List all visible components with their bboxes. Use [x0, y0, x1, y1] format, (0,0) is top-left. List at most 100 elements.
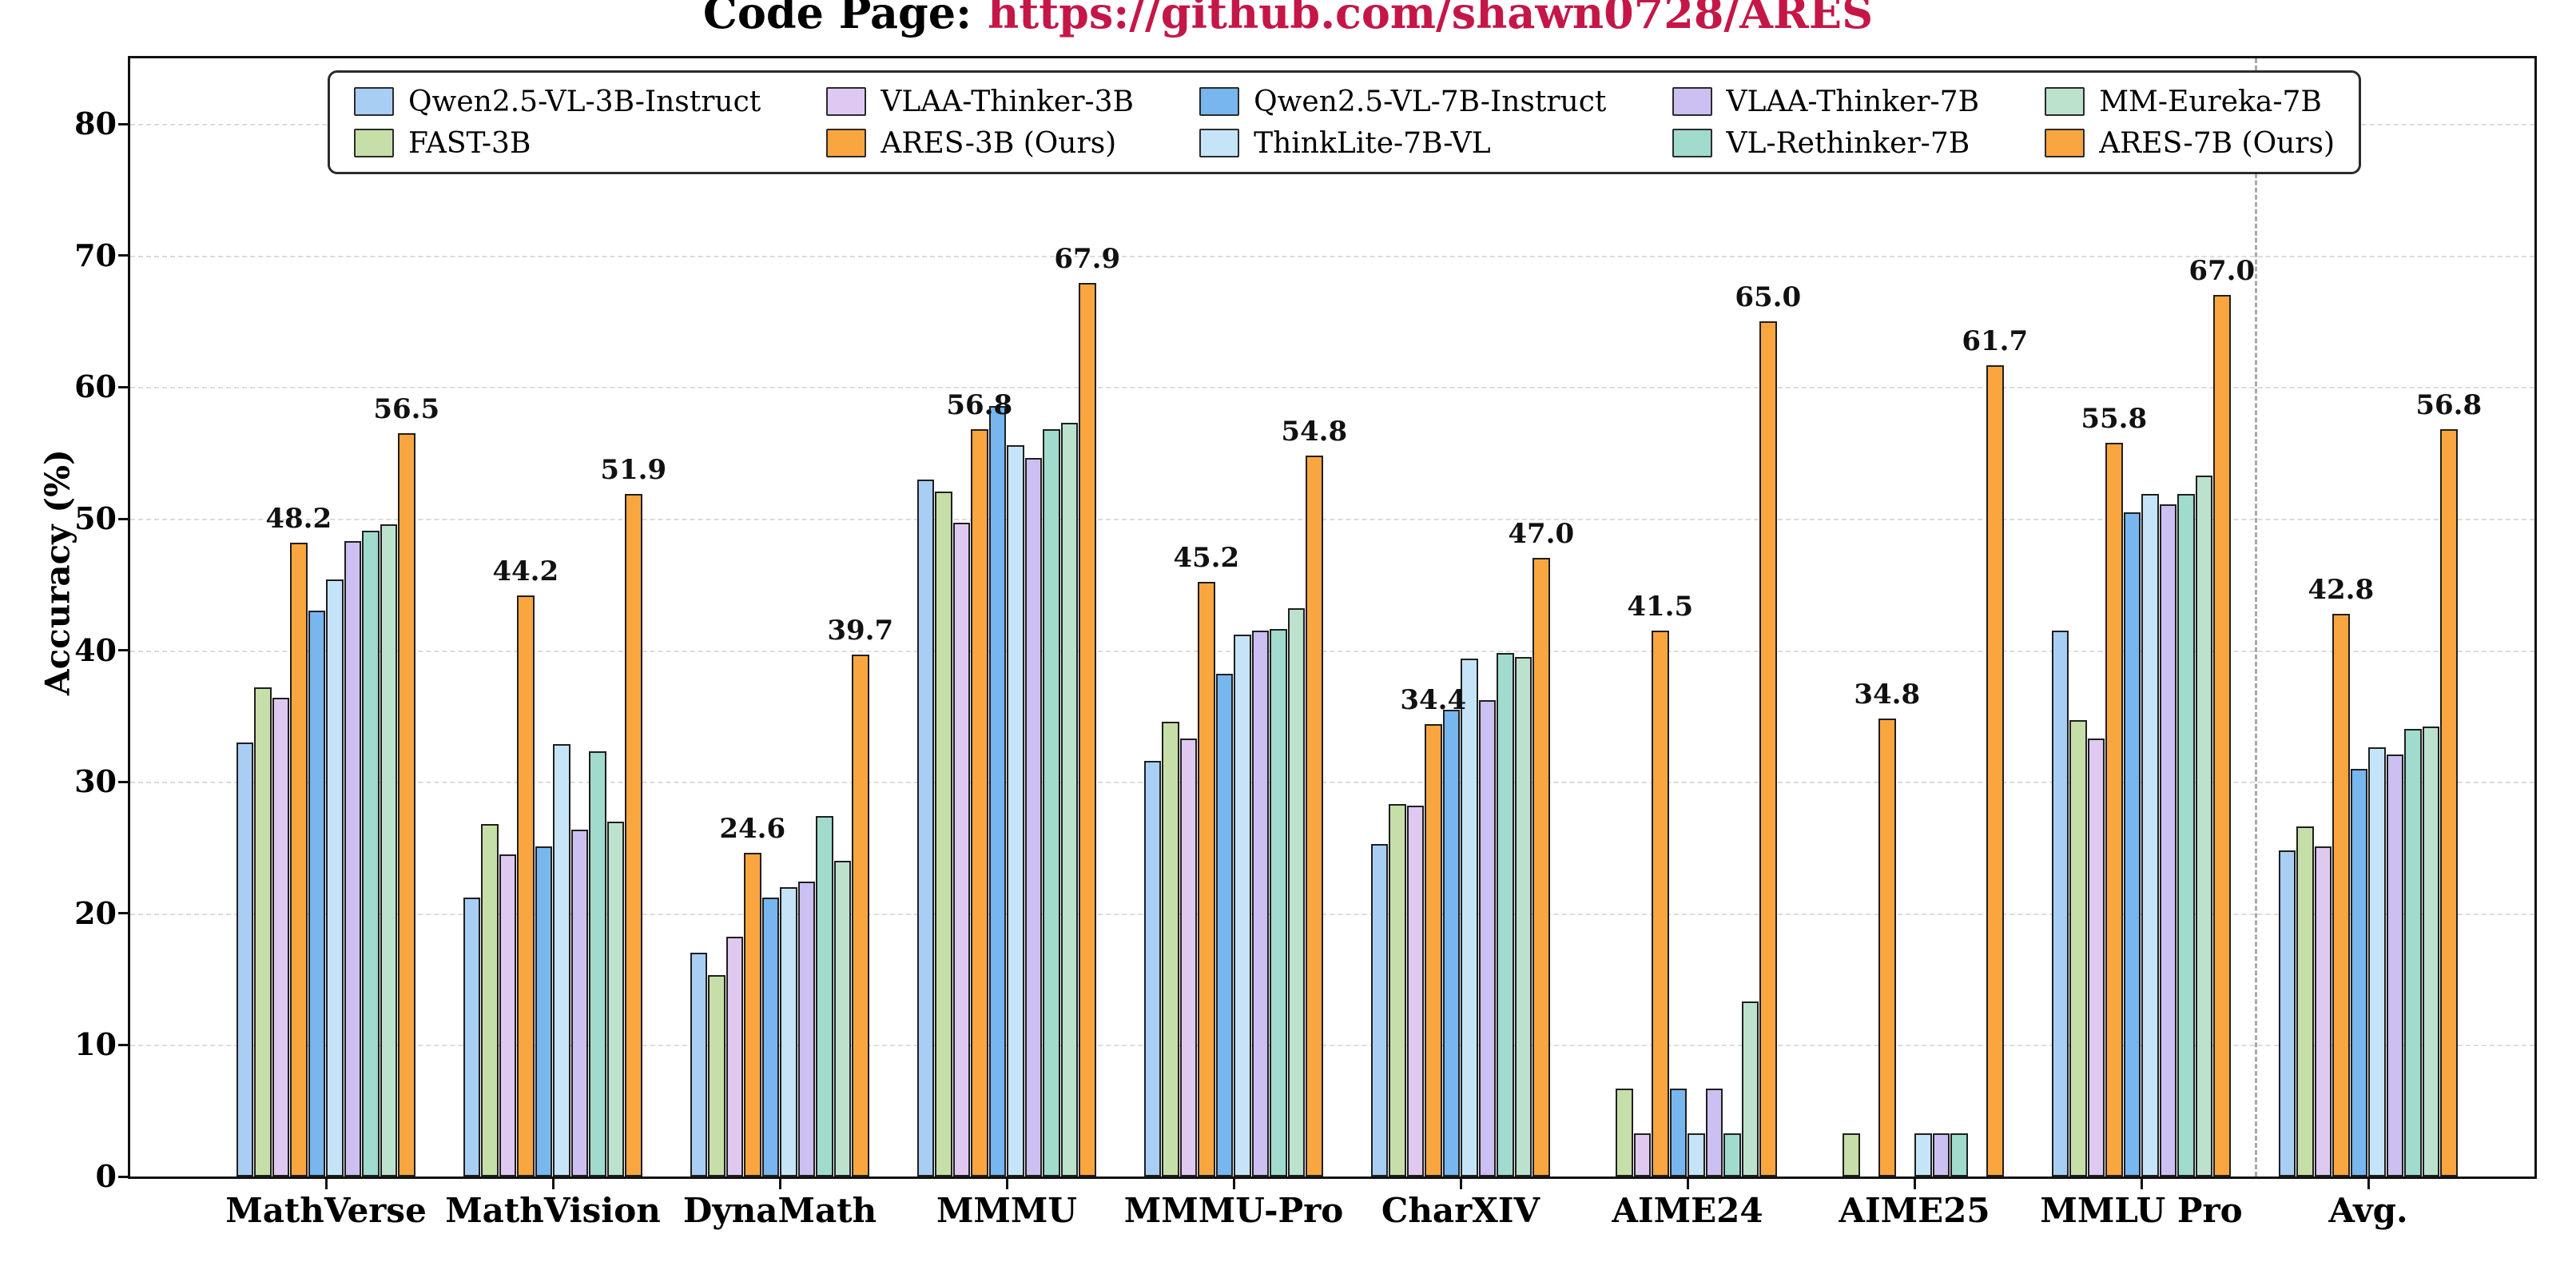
bar-value-label: 54.8 [1281, 416, 1348, 448]
bar-qwen2-5-vl-3b-instruct [1370, 843, 1388, 1176]
bar-thinklite-7b-vl [1914, 1133, 1932, 1176]
y-tick [118, 649, 130, 652]
bar-value-label: 67.9 [1054, 243, 1121, 276]
bar-qwen2-5-vl-7b-instruct [988, 405, 1006, 1176]
bar-qwen2-5-vl-3b-instruct [2051, 630, 2069, 1176]
bar-vl-rethinker-7b [362, 530, 380, 1176]
bar-thinklite-7b-vl [1461, 658, 1478, 1176]
bar-ares-3b-ours- [1652, 630, 1669, 1176]
bar-mm-eureka-7b [833, 861, 851, 1176]
legend-label: VL-Rethinker-7B [1726, 126, 1970, 160]
bar-value-label: 56.5 [373, 393, 440, 426]
legend-label: FAST-3B [408, 126, 531, 160]
bar-qwen2-5-vl-7b-instruct [308, 611, 325, 1176]
bar-value-label: 24.6 [719, 813, 786, 846]
bar-mm-eureka-7b [380, 524, 397, 1176]
bar-ares-7b-ours- [1306, 456, 1323, 1176]
y-tick-label: 50 [74, 500, 117, 537]
x-tick-label-mmlu-pro: MMLU Pro [2040, 1191, 2243, 1230]
bar-ares-7b-ours- [1532, 558, 1550, 1176]
bar-vlaa-thinker-7b [344, 541, 361, 1176]
bar-value-label: 39.7 [827, 614, 894, 647]
x-tick-label-mathvision: MathVision [445, 1191, 661, 1230]
y-tick [118, 1043, 130, 1046]
legend-item: VLAA-Thinker-3B [826, 86, 1134, 118]
x-tick [1459, 1176, 1462, 1189]
bar-qwen2-5-vl-3b-instruct [690, 953, 707, 1176]
bar-value-label: 48.2 [265, 502, 332, 535]
bar-vl-rethinker-7b [1270, 629, 1287, 1176]
legend-item: ThinkLite-7B-VL [1199, 127, 1606, 160]
bar-fast-3b [1843, 1133, 1860, 1176]
bar-ares-7b-ours- [1759, 321, 1777, 1176]
bar-qwen2-5-vl-7b-instruct [1669, 1088, 1687, 1176]
legend-item: MM-Eureka-7B [2045, 86, 2335, 118]
x-tick-label-mmmu: MMMU [936, 1191, 1078, 1230]
y-tick-label: 20 [74, 894, 117, 931]
y-tick [118, 385, 130, 388]
legend-swatch [1199, 129, 1240, 157]
bar-vlaa-thinker-7b [2159, 504, 2176, 1176]
y-tick [118, 517, 130, 520]
bar-mm-eureka-7b [2195, 475, 2212, 1176]
bar-vl-rethinker-7b [2404, 729, 2422, 1176]
bar-ares-3b-ours- [290, 542, 308, 1176]
bar-value-label: 55.8 [2081, 402, 2148, 435]
legend-item: Qwen2.5-VL-7B-Instruct [1199, 86, 1606, 118]
bar-mm-eureka-7b [1287, 607, 1305, 1176]
x-tick [2140, 1176, 2143, 1189]
legend-swatch [826, 87, 867, 116]
bar-thinklite-7b-vl [1007, 444, 1024, 1176]
bar-qwen2-5-vl-7b-instruct [2123, 512, 2141, 1176]
plot-area: 48.2 56.5 44.2 51.9 24.6 39.7 56.8 67.9 45.2 54.8… [128, 56, 2537, 1179]
y-tick-label: 30 [74, 763, 117, 800]
bar-vlaa-thinker-7b [1705, 1088, 1723, 1176]
bar-value-label: 44.2 [492, 555, 559, 587]
x-tick-label-mathverse: MathVerse [225, 1191, 427, 1230]
bar-thinklite-7b-vl [553, 743, 570, 1176]
legend-item: ARES-7B (Ours) [2045, 127, 2335, 160]
y-tick [118, 1175, 130, 1178]
legend-label: ThinkLite-7B-VL [1254, 126, 1491, 160]
bar-vl-rethinker-7b [1950, 1133, 1968, 1176]
legend-swatch [826, 129, 867, 157]
bar-fast-3b [1616, 1088, 1633, 1176]
x-tick-label-avg-: Avg. [2328, 1191, 2408, 1230]
y-tick-label: 0 [95, 1158, 117, 1194]
bar-qwen2-5-vl-7b-instruct [1215, 674, 1233, 1176]
bar-value-label: 47.0 [1508, 518, 1575, 551]
bar-value-label: 34.4 [1400, 683, 1467, 716]
gridline-60 [130, 387, 2534, 389]
legend-swatch [1672, 129, 1712, 157]
bar-thinklite-7b-vl [326, 579, 344, 1176]
bar-mm-eureka-7b [1060, 422, 1078, 1176]
figure-title: Code Page: https://github.com/shawn0728/A… [703, 0, 1873, 38]
bar-ares-3b-ours- [517, 595, 535, 1176]
bar-qwen2-5-vl-7b-instruct [761, 898, 779, 1176]
bar-vlaa-thinker-7b [1024, 458, 1042, 1176]
bar-ares-7b-ours- [852, 654, 869, 1176]
bar-value-label: 56.8 [946, 389, 1013, 422]
bar-value-label: 65.0 [1735, 281, 1802, 314]
bar-vlaa-thinker-7b [1478, 700, 1496, 1176]
bar-fast-3b [481, 823, 499, 1176]
legend-label: Qwen2.5-VL-3B-Instruct [408, 85, 761, 118]
bar-vl-rethinker-7b [1723, 1133, 1741, 1176]
legend-item: Qwen2.5-VL-3B-Instruct [354, 86, 761, 118]
bar-qwen2-5-vl-3b-instruct [236, 742, 253, 1176]
x-tick [1686, 1176, 1689, 1189]
x-tick [324, 1176, 328, 1189]
bar-ares-7b-ours- [2213, 295, 2231, 1176]
y-tick-label: 70 [74, 237, 117, 273]
bar-value-label: 56.8 [2415, 389, 2483, 422]
bar-vlaa-thinker-3b [1406, 805, 1424, 1176]
bar-mm-eureka-7b [2422, 727, 2439, 1176]
legend-item: VL-Rethinker-7B [1672, 127, 1980, 160]
bar-qwen2-5-vl-7b-instruct [535, 846, 552, 1176]
bar-vlaa-thinker-3b [725, 937, 743, 1176]
bar-mm-eureka-7b [606, 821, 624, 1176]
bar-ares-7b-ours- [398, 433, 415, 1176]
bar-thinklite-7b-vl [2368, 747, 2386, 1176]
bar-qwen2-5-vl-7b-instruct [1442, 709, 1460, 1176]
